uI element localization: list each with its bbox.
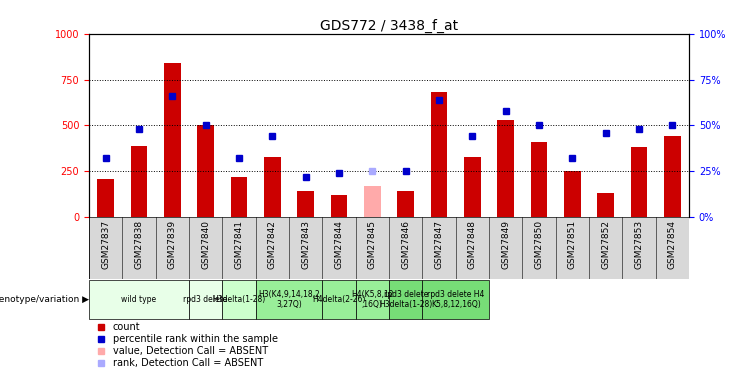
Title: GDS772 / 3438_f_at: GDS772 / 3438_f_at — [320, 19, 458, 33]
Bar — [197, 126, 214, 217]
Text: GSM27839: GSM27839 — [167, 220, 177, 269]
Text: value, Detection Call = ABSENT: value, Detection Call = ABSENT — [113, 346, 268, 356]
Bar — [631, 147, 648, 217]
Bar — [389, 280, 422, 319]
Bar — [89, 280, 189, 319]
Bar — [664, 136, 681, 217]
Bar — [531, 142, 548, 217]
Bar — [130, 146, 147, 217]
Bar — [330, 195, 348, 217]
Text: rpd3 delete: rpd3 delete — [184, 295, 227, 304]
Bar — [497, 120, 514, 217]
Text: percentile rank within the sample: percentile rank within the sample — [113, 334, 278, 344]
Bar — [464, 157, 481, 217]
Text: GSM27847: GSM27847 — [434, 220, 444, 269]
Text: GSM27841: GSM27841 — [234, 220, 244, 269]
Bar — [356, 280, 389, 319]
Text: GSM27850: GSM27850 — [534, 220, 544, 269]
Text: genotype/variation ▶: genotype/variation ▶ — [0, 295, 89, 304]
Bar — [189, 280, 222, 319]
Text: GSM27848: GSM27848 — [468, 220, 477, 269]
Text: rpd3 delete H4
K5,8,12,16Q): rpd3 delete H4 K5,8,12,16Q) — [427, 290, 485, 309]
Text: GSM27845: GSM27845 — [368, 220, 377, 269]
Text: rpd3 delete
H3delta(1-28): rpd3 delete H3delta(1-28) — [379, 290, 432, 309]
Text: GSM27853: GSM27853 — [634, 220, 644, 269]
Text: GSM27840: GSM27840 — [201, 220, 210, 269]
Text: count: count — [113, 322, 141, 332]
Bar — [164, 63, 181, 217]
Bar — [222, 280, 256, 319]
Text: H4(K5,8,12
,16Q): H4(K5,8,12 ,16Q) — [351, 290, 393, 309]
Bar — [597, 193, 614, 217]
Bar — [256, 280, 322, 319]
Bar — [230, 177, 247, 217]
Bar — [564, 171, 581, 217]
Bar — [322, 280, 356, 319]
Bar — [264, 157, 281, 217]
Text: wild type: wild type — [122, 295, 156, 304]
Text: GSM27837: GSM27837 — [101, 220, 110, 269]
Text: GSM27849: GSM27849 — [501, 220, 511, 269]
Text: GSM27852: GSM27852 — [601, 220, 611, 269]
Text: H3delta(1-28): H3delta(1-28) — [213, 295, 265, 304]
Text: GSM27854: GSM27854 — [668, 220, 677, 269]
Text: GSM27843: GSM27843 — [301, 220, 310, 269]
Bar — [422, 280, 489, 319]
Bar — [97, 178, 114, 217]
Text: GSM27851: GSM27851 — [568, 220, 577, 269]
Text: GSM27838: GSM27838 — [134, 220, 144, 269]
Bar — [364, 186, 381, 217]
Text: GSM27844: GSM27844 — [334, 220, 344, 269]
Text: GSM27842: GSM27842 — [268, 220, 277, 269]
Text: H4delta(2-26): H4delta(2-26) — [312, 295, 366, 304]
Text: rank, Detection Call = ABSENT: rank, Detection Call = ABSENT — [113, 358, 263, 368]
Bar — [297, 192, 314, 217]
Text: H3(K4,9,14,18,2
3,27Q): H3(K4,9,14,18,2 3,27Q) — [258, 290, 320, 309]
Text: GSM27846: GSM27846 — [401, 220, 411, 269]
Bar — [397, 192, 414, 217]
Bar — [431, 92, 448, 217]
